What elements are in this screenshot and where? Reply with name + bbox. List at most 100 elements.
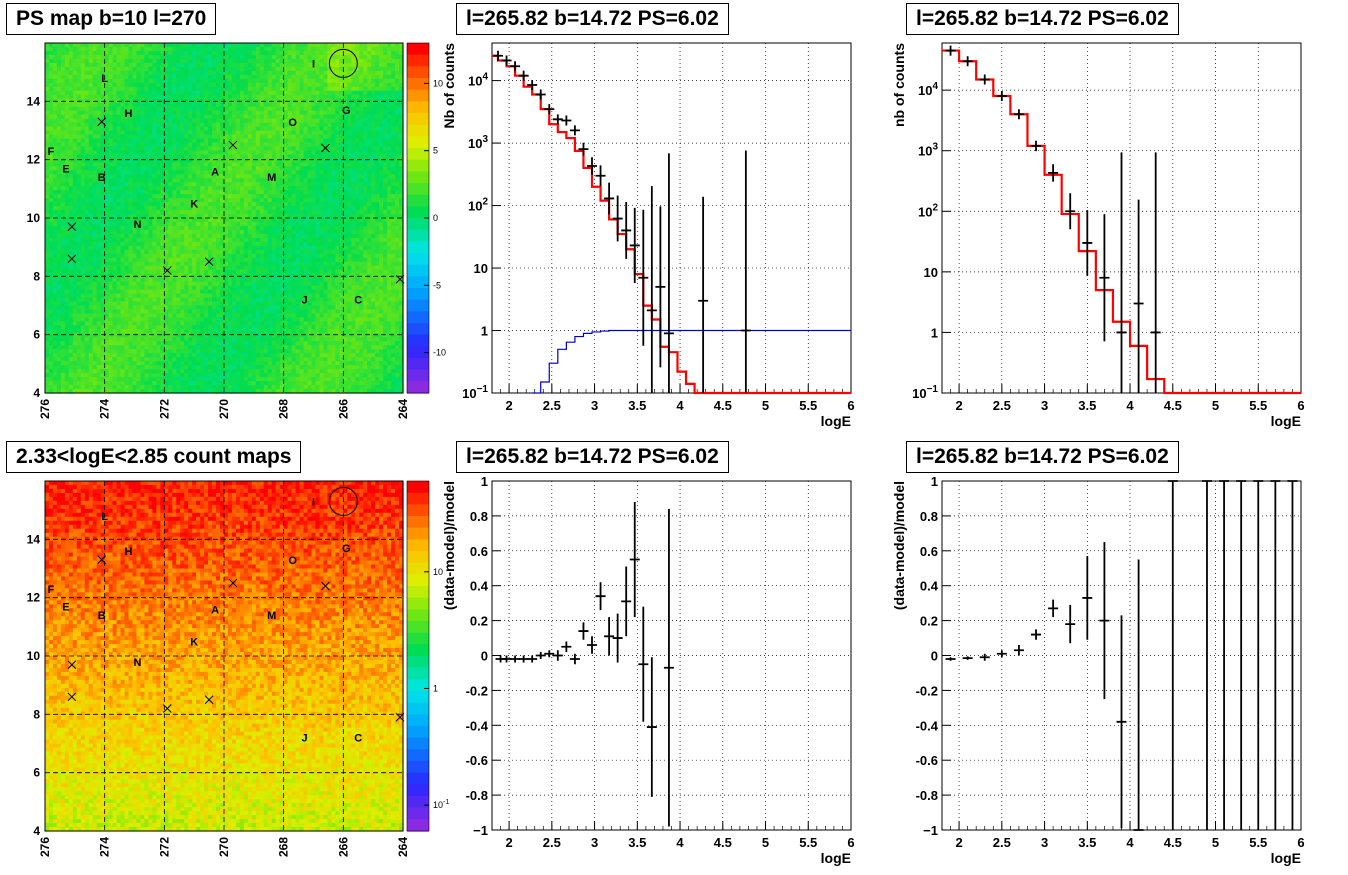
colorbar-cell (407, 516, 429, 529)
source-label: O (288, 555, 297, 567)
x-tick-label: 2.5 (543, 835, 561, 850)
colorbar-cell (407, 358, 429, 371)
colorbar-cell (407, 586, 429, 599)
residual-point (561, 641, 572, 653)
colorbar-cell (407, 323, 429, 336)
data-point (1116, 152, 1127, 393)
x-tick-label: 3.5 (1078, 835, 1096, 850)
x-tick-label: 2 (505, 835, 512, 850)
colorbar-cell (407, 737, 429, 750)
source-cross (204, 695, 214, 705)
x-tick-label: 4.5 (1164, 835, 1182, 850)
colorbar-cell (407, 504, 429, 517)
colorbar-tick-label: 5 (433, 146, 438, 156)
source-label: L (101, 73, 108, 85)
colorbar-cell (407, 334, 429, 347)
source-label: E (62, 601, 69, 613)
source-label: M (267, 610, 276, 622)
residual-point (945, 657, 956, 661)
y-tick-label: −1 (473, 823, 488, 838)
data-point (561, 115, 572, 126)
source-cross (228, 140, 238, 150)
source-cross (395, 274, 405, 284)
map-x-tick-label: 270 (217, 837, 231, 857)
x-tick-label: 3.5 (628, 835, 646, 850)
colorbar-cell (407, 183, 429, 196)
map-x-tick-label: 264 (396, 399, 410, 419)
source-cross (395, 712, 405, 722)
residual-point (1270, 480, 1281, 830)
data-point (646, 186, 657, 393)
colorbar-cell (407, 218, 429, 231)
colorbar-cell (407, 43, 429, 56)
x-tick-label: 3 (1041, 398, 1048, 413)
source-cross (228, 578, 238, 588)
source-label: K (190, 636, 198, 648)
colorbar-cell (407, 78, 429, 91)
colorbar-cell (407, 66, 429, 79)
source-label: B (98, 172, 106, 184)
y-tick-label: -0.4 (916, 718, 939, 733)
y-tick-label: -0.8 (466, 788, 488, 803)
residual-point (1236, 480, 1247, 830)
colorbar-cell (407, 667, 429, 680)
residual-point (552, 650, 563, 661)
data-point (510, 61, 521, 72)
source-label: E (62, 163, 69, 175)
panel-title-bottom-mid: l=265.82 b=14.72 PS=6.02 (456, 441, 729, 473)
colorbar-cell (407, 714, 429, 727)
map-y-tick-label: 4 (33, 386, 40, 400)
x-tick-label: 4.5 (714, 398, 732, 413)
y-tick-label: 0.4 (470, 579, 489, 594)
colorbar-cell (407, 609, 429, 622)
colorbar-cell (407, 229, 429, 242)
residual-point (646, 657, 657, 797)
data-point (655, 206, 666, 368)
y-axis-label: (data-model)/model (891, 481, 907, 610)
x-axis-label: logE (821, 413, 851, 429)
x-tick-label: 6 (847, 398, 854, 413)
source-cross (162, 266, 172, 275)
map-y-tick-label: 8 (33, 707, 40, 721)
residual-point (663, 508, 674, 827)
data-point (587, 157, 598, 175)
source-label: N (134, 657, 142, 669)
x-tick-label: 5.5 (1249, 398, 1267, 413)
x-tick-label: 2 (505, 398, 512, 413)
data-point (1065, 193, 1076, 230)
source-label: N (134, 219, 142, 231)
plot-5: 2 2.5 3 3.5 4 4.5 5 5.5 6 1 0.8 0.6 0.4 0.2 0 -0.2 -0.4 -… (891, 474, 1305, 866)
y-tick-label: 0.8 (920, 509, 938, 524)
colorbar-cell (407, 656, 429, 669)
colorbar-tick-label: -10 (433, 348, 446, 358)
x-tick-label: 6 (1297, 835, 1304, 850)
x-tick-label: 2.5 (993, 835, 1011, 850)
map-y-tick-label: 8 (33, 269, 40, 283)
colorbar-cell (407, 346, 429, 359)
colorbar-cell (407, 784, 429, 797)
map-x-tick-label: 272 (157, 837, 171, 857)
source-cross (97, 117, 107, 127)
x-tick-label: 4 (676, 398, 684, 413)
y-tick-label: 0.6 (920, 544, 938, 559)
source-label: H (125, 108, 133, 120)
panel-title-top-right: l=265.82 b=14.72 PS=6.02 (906, 3, 1179, 35)
colorbar-cell (407, 492, 429, 505)
x-tick-label: 5.5 (799, 835, 817, 850)
source-label: K (190, 198, 198, 210)
data-point (979, 74, 990, 85)
map-x-tick-label: 268 (277, 399, 291, 419)
panel-title-top-mid: l=265.82 b=14.72 PS=6.02 (456, 3, 729, 35)
source-label: C (354, 295, 362, 307)
source-label: M (267, 172, 276, 184)
residual-point (1116, 615, 1127, 829)
map-y-tick-label: 10 (27, 649, 41, 663)
residual-point (1219, 480, 1230, 830)
residual-point (1013, 645, 1024, 656)
residual-point (544, 650, 555, 658)
y-tick-label: 1 (931, 474, 938, 489)
residual-point (629, 501, 640, 618)
residual-point (1065, 604, 1076, 644)
data-point (638, 209, 649, 346)
